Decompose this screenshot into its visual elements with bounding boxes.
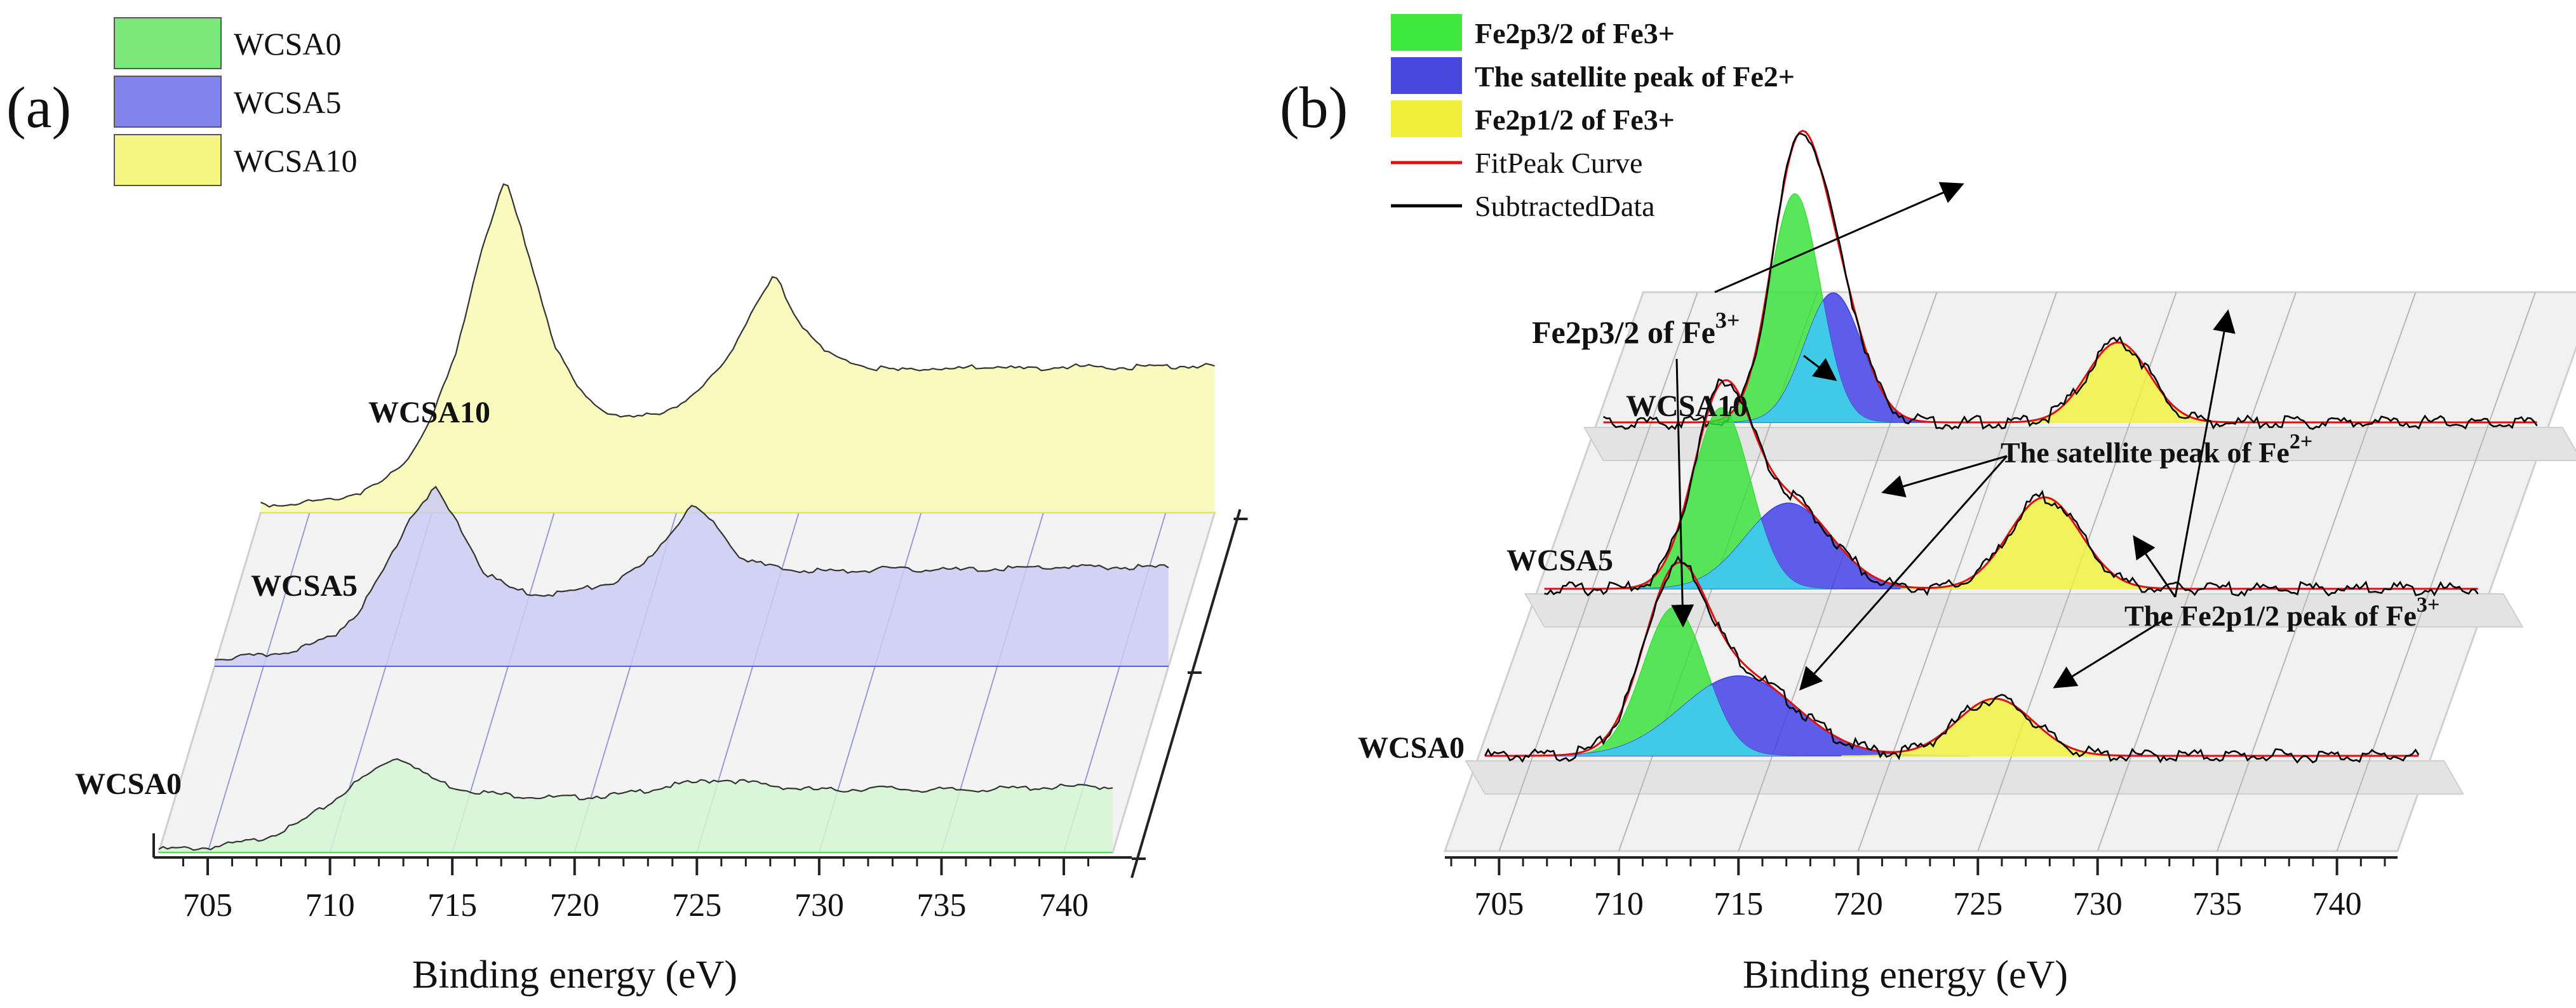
panel-a-x-tick-label: 710 bbox=[305, 887, 355, 924]
annotation-arrow bbox=[1799, 455, 2008, 691]
panel-a-label: (a) bbox=[6, 75, 71, 140]
legend-label-b: Fe2p3/2 of Fe3+ bbox=[1475, 17, 1675, 50]
panel-a-x-tick-label: 725 bbox=[672, 887, 721, 924]
area-wcsa10 bbox=[260, 184, 1215, 513]
annotation-arrow bbox=[2053, 614, 2173, 689]
panel-a-x-tick-label: 735 bbox=[916, 887, 966, 924]
overlap-wcsa5 bbox=[1637, 519, 1940, 589]
panel-b-x-tick-label: 720 bbox=[1834, 886, 1883, 922]
panel-a-x-tick-label: 720 bbox=[550, 887, 600, 924]
panel-b-sample-label-wcsa0: WCSA0 bbox=[1358, 731, 1465, 765]
legend-swatch-b bbox=[1391, 14, 1462, 51]
panel-b-x-tick-label: 715 bbox=[1714, 886, 1763, 922]
panel-b-floor-stripe bbox=[1524, 593, 2524, 628]
annotation-arrow bbox=[1881, 455, 2008, 498]
panel-a-sample-label-wcsa0: WCSA0 bbox=[75, 767, 182, 801]
data-curve-wcsa10 bbox=[1603, 132, 2538, 431]
panel-a-series bbox=[158, 183, 1215, 853]
annotation-arrow bbox=[1671, 358, 1694, 628]
panel-b-sample-label-wcsa10: WCSA10 bbox=[1626, 389, 1748, 423]
panel-b-gridline bbox=[2336, 292, 2536, 852]
legend-swatch-b bbox=[1391, 100, 1462, 137]
data-curve-wcsa5 bbox=[1544, 378, 2479, 597]
panel-b-floor-stripe bbox=[1465, 760, 2464, 795]
legend-label-b: The satellite peak of Fe2+ bbox=[1475, 60, 1795, 93]
panel-b-sample-labels: WCSA0 WCSA5 WCSA10 bbox=[1358, 389, 1748, 765]
panel-a-x-tick-label: 730 bbox=[795, 887, 844, 924]
panel-b-x-tick-label: 735 bbox=[2192, 886, 2242, 922]
legend-label-wcsa0: WCSA0 bbox=[234, 26, 341, 62]
panel-a-x-tick-label: 740 bbox=[1039, 887, 1089, 924]
legend-label-b: Fe2p1/2 of Fe3+ bbox=[1475, 104, 1675, 136]
line-wcsa10 bbox=[260, 183, 1215, 508]
panel-b-legend: Fe2p3/2 of Fe3+ The satellite peak of Fe2… bbox=[1391, 14, 1795, 222]
panel-b-x-axis: 705 710 715 720 725 730 735 740 bbox=[1445, 856, 2398, 922]
panel-b-x-tick-label: 730 bbox=[2073, 886, 2123, 922]
data-curve-wcsa0 bbox=[1484, 555, 2420, 764]
panel-b-x-tick-label: 705 bbox=[1474, 886, 1524, 922]
legend-label-b: SubtractedData bbox=[1475, 190, 1655, 222]
panel-a-depth-axis bbox=[1130, 509, 1242, 878]
panel-a-sample-label-wcsa5: WCSA5 bbox=[251, 569, 358, 603]
legend-swatch-b bbox=[1391, 57, 1462, 94]
panel-b-x-tick-label: 710 bbox=[1594, 886, 1644, 922]
legend-label-b: FitPeak Curve bbox=[1475, 147, 1642, 179]
panel-b-label: (b) bbox=[1280, 75, 1348, 140]
legend-swatch-wcsa10 bbox=[114, 134, 222, 186]
panel-b-series bbox=[1484, 130, 2538, 764]
legend-swatch-wcsa5 bbox=[114, 76, 222, 128]
panel-a-sample-labels: WCSA0 WCSA5 WCSA10 bbox=[75, 396, 490, 801]
panel-b-x-tick-label: 740 bbox=[2312, 886, 2362, 922]
annotation-arrow bbox=[2174, 309, 2236, 598]
line-wcsa0 bbox=[158, 758, 1113, 851]
line-wcsa5 bbox=[214, 485, 1169, 661]
panel-b-floor-stripe bbox=[1583, 427, 2576, 461]
annotation-satellite: The satellite peak of Fe2+ bbox=[2001, 430, 2312, 469]
panel-a-gridline bbox=[207, 512, 311, 853]
panel-b-xlabel: Binding energy (eV) bbox=[1743, 953, 2068, 997]
annotation-fe3-p32: Fe2p3/2 of Fe3+ bbox=[1532, 307, 1740, 350]
panel-b-annotation-arrows bbox=[1671, 182, 2236, 691]
area-wcsa0 bbox=[159, 758, 1113, 852]
annotation-arrow bbox=[1803, 354, 1837, 381]
panel-b-x-tick-label: 725 bbox=[1953, 886, 2002, 922]
annotation-arrow bbox=[2133, 535, 2177, 598]
panel-a-sample-label-wcsa10: WCSA10 bbox=[368, 396, 490, 429]
panel-a-legend: WCSA0 WCSA5 WCSA10 bbox=[114, 17, 357, 186]
panel-b-gridline bbox=[2096, 292, 2297, 852]
panel-a-x-tick-label: 705 bbox=[183, 887, 232, 924]
annotation-fe3-p12: The Fe2p1/2 peak of Fe3+ bbox=[2124, 593, 2439, 632]
fit-curve-wcsa10 bbox=[1603, 130, 2537, 424]
panel-b: (b) 705 710 715 720 725 730 735 740 WCSA0WCSA5W… bbox=[1280, 14, 2576, 997]
panel-b-sample-label-wcsa5: WCSA5 bbox=[1506, 544, 1613, 577]
panel-a-x-axis: 705 710 715 720 725 730 735 740 bbox=[152, 833, 1132, 924]
legend-label-wcsa5: WCSA5 bbox=[234, 84, 341, 120]
overlap-wcsa0 bbox=[1538, 685, 1940, 756]
panel-a-xlabel: Binding energy (eV) bbox=[412, 953, 737, 997]
panel-b-gridline bbox=[1857, 292, 2058, 852]
panel-a: (a) 705 710 715 720 725 730 735 740 WCSA0WCSA5W… bbox=[6, 17, 1248, 997]
panel-b-gridline bbox=[1498, 292, 1698, 852]
legend-swatch-wcsa0 bbox=[114, 17, 222, 69]
annotation-arrow bbox=[1714, 182, 1964, 293]
area-wcsa5 bbox=[214, 487, 1169, 666]
panel-a-x-tick-label: 715 bbox=[427, 887, 477, 924]
legend-label-wcsa10: WCSA10 bbox=[234, 143, 357, 178]
